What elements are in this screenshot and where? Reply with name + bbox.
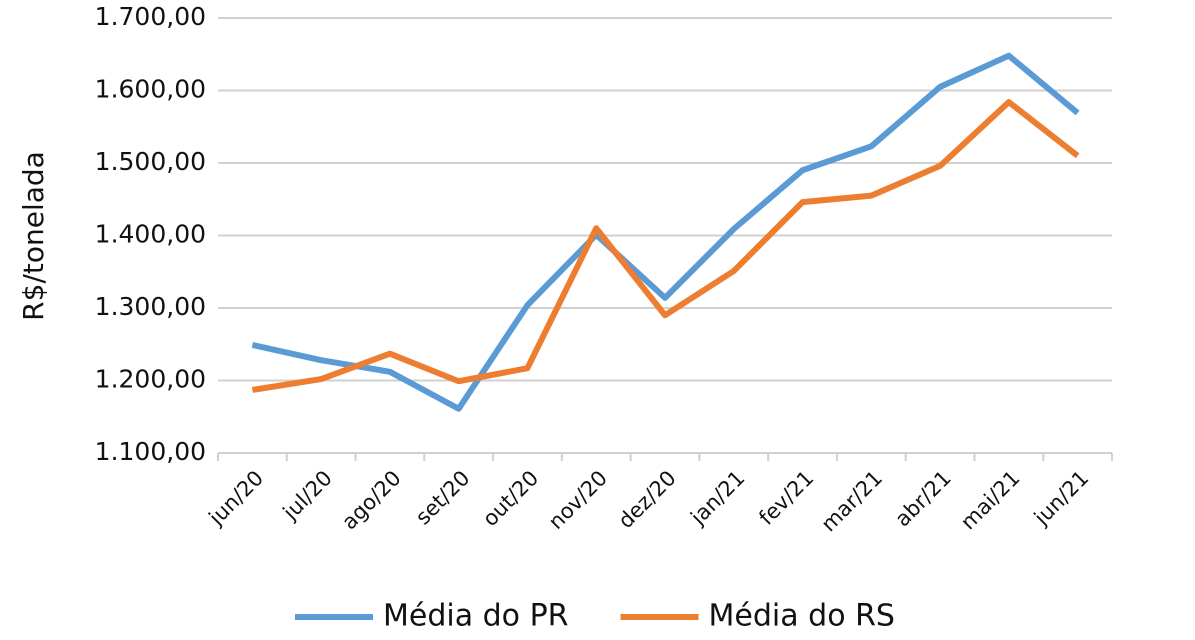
legend-label: Média do PR bbox=[383, 599, 569, 634]
series-line bbox=[251, 52, 1080, 412]
x-tick-label: mai/21 bbox=[956, 466, 1025, 535]
x-tick-label: abr/21 bbox=[890, 466, 956, 532]
y-tick-label: 1.600,00 bbox=[95, 75, 206, 104]
y-tick-label: 1.400,00 bbox=[95, 220, 206, 249]
y-tick-label: 1.100,00 bbox=[95, 437, 206, 466]
y-tick-label: 1.700,00 bbox=[95, 2, 206, 31]
x-tick-label: jul/20 bbox=[278, 466, 337, 525]
series-line bbox=[251, 99, 1080, 393]
y-tick-label: 1.500,00 bbox=[95, 147, 206, 176]
y-tick-label: 1.300,00 bbox=[95, 292, 206, 321]
legend-label: Média do RS bbox=[709, 599, 895, 634]
x-tick-label: nov/20 bbox=[544, 466, 612, 534]
y-tick-label: 1.200,00 bbox=[95, 365, 206, 394]
y-axis-label: R$/tonelada bbox=[17, 151, 50, 321]
x-tick-label: set/20 bbox=[411, 466, 475, 530]
x-tick-label: jan/21 bbox=[685, 466, 749, 530]
x-tick-label: jun/21 bbox=[1029, 466, 1094, 531]
x-tick-label: fev/21 bbox=[754, 466, 818, 530]
x-tick-label: out/20 bbox=[478, 466, 543, 531]
x-tick-label: dez/20 bbox=[614, 466, 681, 533]
x-tick-label: mar/21 bbox=[817, 466, 888, 537]
x-tick-label: ago/20 bbox=[337, 466, 405, 534]
x-tick-label: jun/20 bbox=[204, 466, 269, 531]
